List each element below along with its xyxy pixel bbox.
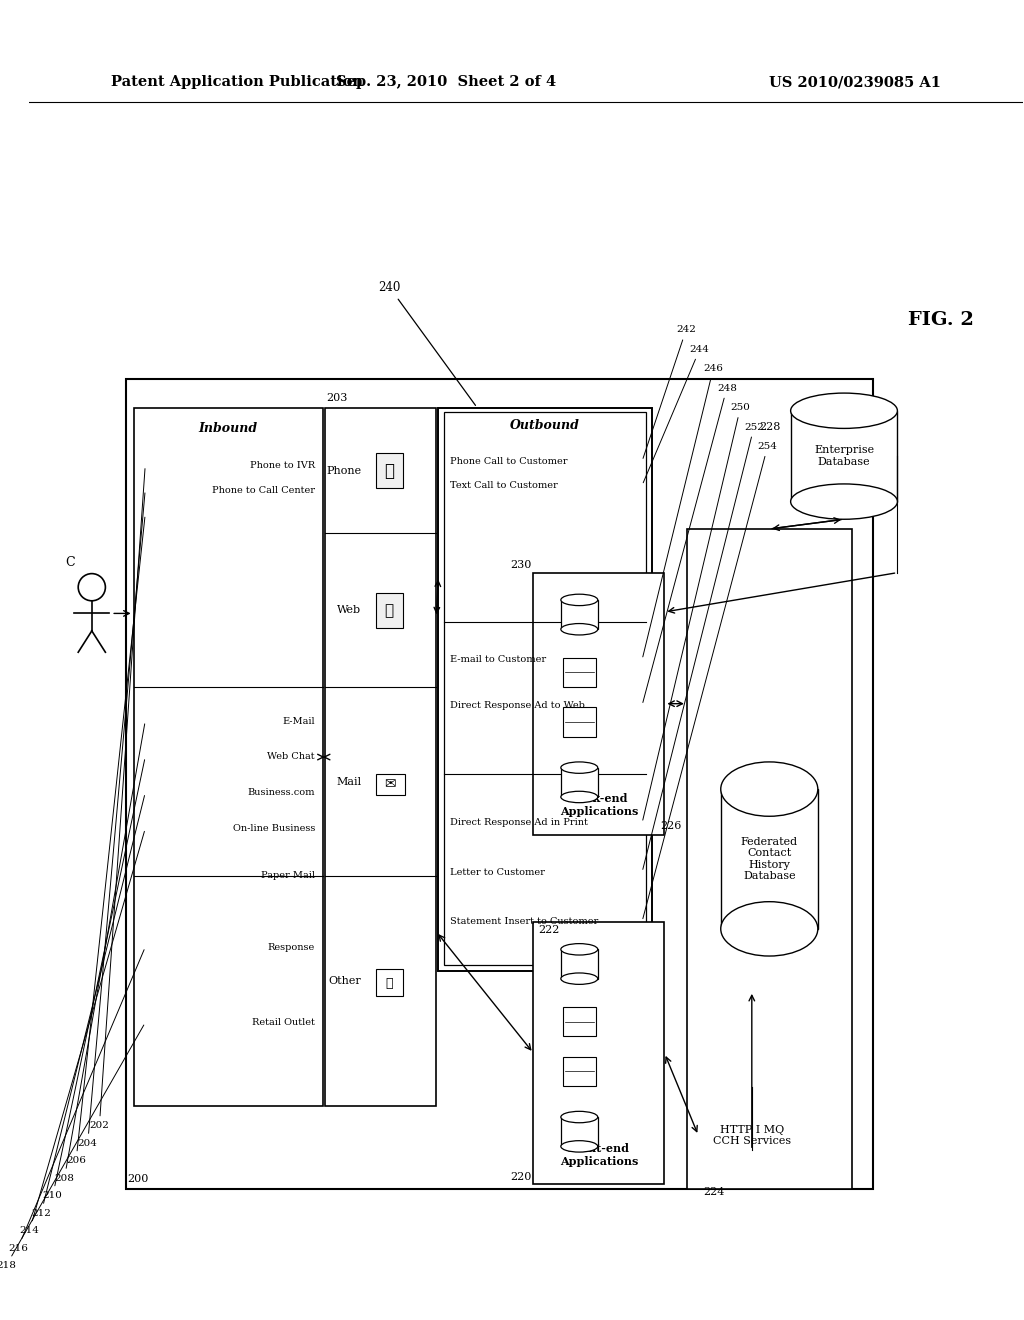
- Ellipse shape: [721, 762, 818, 816]
- FancyBboxPatch shape: [376, 774, 404, 795]
- Text: US 2010/0239085 A1: US 2010/0239085 A1: [769, 75, 941, 90]
- Text: 212: 212: [31, 796, 144, 1218]
- Text: Retail Outlet: Retail Outlet: [252, 1018, 315, 1027]
- Text: C: C: [66, 557, 75, 569]
- Text: E-mail to Customer: E-mail to Customer: [450, 655, 546, 664]
- Text: 254: 254: [643, 442, 777, 919]
- Ellipse shape: [561, 791, 598, 803]
- Text: 246: 246: [643, 364, 723, 657]
- Ellipse shape: [721, 902, 818, 956]
- Ellipse shape: [561, 944, 598, 956]
- Ellipse shape: [561, 1111, 598, 1123]
- FancyBboxPatch shape: [325, 408, 436, 1106]
- FancyBboxPatch shape: [376, 453, 402, 488]
- FancyBboxPatch shape: [561, 949, 598, 978]
- Text: Phone to Call Center: Phone to Call Center: [212, 486, 315, 495]
- FancyBboxPatch shape: [561, 1117, 598, 1146]
- Text: Patent Application Publication: Patent Application Publication: [112, 75, 364, 90]
- Text: Web Chat: Web Chat: [267, 752, 315, 762]
- Text: 🖥: 🖥: [385, 603, 394, 618]
- FancyBboxPatch shape: [444, 412, 646, 965]
- Text: Sep. 23, 2010  Sheet 2 of 4: Sep. 23, 2010 Sheet 2 of 4: [336, 75, 556, 90]
- Text: 200: 200: [128, 1173, 150, 1184]
- FancyBboxPatch shape: [133, 408, 323, 1106]
- Text: Other: Other: [329, 977, 361, 986]
- FancyBboxPatch shape: [721, 789, 818, 929]
- FancyBboxPatch shape: [126, 379, 873, 1189]
- Text: 218: 218: [0, 1026, 143, 1270]
- FancyBboxPatch shape: [376, 593, 402, 628]
- Text: 216: 216: [8, 949, 144, 1253]
- Text: Phone to IVR: Phone to IVR: [250, 462, 315, 470]
- Ellipse shape: [561, 973, 598, 985]
- Text: 208: 208: [54, 723, 144, 1183]
- FancyBboxPatch shape: [534, 573, 665, 834]
- Text: 📋: 📋: [386, 977, 393, 990]
- FancyBboxPatch shape: [534, 923, 665, 1184]
- Text: Mail: Mail: [336, 776, 361, 787]
- Text: 242: 242: [643, 326, 696, 458]
- Text: 220: 220: [510, 1172, 531, 1183]
- Text: 206: 206: [67, 517, 144, 1166]
- Ellipse shape: [791, 393, 897, 429]
- Text: Federated
Contact
History
Database: Federated Contact History Database: [740, 837, 798, 882]
- Text: 230: 230: [510, 560, 531, 570]
- Ellipse shape: [561, 594, 598, 606]
- Text: 250: 250: [643, 403, 751, 820]
- FancyBboxPatch shape: [563, 1057, 596, 1086]
- Text: Web: Web: [337, 606, 361, 615]
- Text: Back-end
Applications: Back-end Applications: [560, 793, 638, 817]
- Text: Text Call to Customer: Text Call to Customer: [450, 480, 558, 490]
- Ellipse shape: [791, 484, 897, 519]
- Ellipse shape: [561, 1140, 598, 1152]
- Text: Phone: Phone: [326, 466, 361, 475]
- Text: 📱: 📱: [384, 462, 394, 479]
- FancyBboxPatch shape: [561, 768, 598, 797]
- Text: 228: 228: [760, 422, 781, 432]
- Text: FIG. 2: FIG. 2: [908, 312, 974, 329]
- Text: Statement Insert to Customer: Statement Insert to Customer: [450, 917, 598, 925]
- Text: Phone Call to Customer: Phone Call to Customer: [450, 457, 567, 466]
- Text: 226: 226: [660, 821, 682, 832]
- Text: Inbound: Inbound: [199, 422, 258, 436]
- FancyBboxPatch shape: [698, 1088, 805, 1184]
- FancyBboxPatch shape: [561, 599, 598, 630]
- Text: Outbound: Outbound: [510, 420, 580, 432]
- Text: 203: 203: [327, 393, 348, 403]
- FancyBboxPatch shape: [563, 657, 596, 686]
- Text: 252: 252: [643, 422, 764, 870]
- FancyBboxPatch shape: [563, 1007, 596, 1036]
- Text: On-line Business: On-line Business: [232, 824, 315, 833]
- Text: Business.com: Business.com: [248, 788, 315, 797]
- Ellipse shape: [561, 623, 598, 635]
- Text: 214: 214: [19, 832, 144, 1236]
- Text: Direct Response Ad to Web: Direct Response Ad to Web: [450, 701, 585, 710]
- FancyBboxPatch shape: [438, 408, 652, 970]
- Text: 244: 244: [643, 345, 710, 483]
- Text: 204: 204: [78, 492, 145, 1148]
- FancyBboxPatch shape: [791, 411, 897, 502]
- Text: E-Mail: E-Mail: [283, 717, 315, 726]
- Ellipse shape: [561, 762, 598, 774]
- Text: Response: Response: [268, 942, 315, 952]
- Text: Front-end
Applications: Front-end Applications: [560, 1143, 638, 1167]
- Text: 210: 210: [43, 760, 144, 1200]
- Text: 224: 224: [703, 1187, 725, 1197]
- Text: 240: 240: [379, 281, 475, 405]
- Text: 222: 222: [539, 925, 560, 935]
- Text: ✉: ✉: [384, 777, 396, 792]
- Text: HTTP I MQ
CCH Services: HTTP I MQ CCH Services: [713, 1125, 791, 1146]
- Text: Paper Mail: Paper Mail: [261, 871, 315, 880]
- FancyBboxPatch shape: [376, 969, 402, 997]
- Text: Letter to Customer: Letter to Customer: [450, 867, 545, 876]
- Text: Enterprise
Database: Enterprise Database: [814, 445, 874, 467]
- FancyBboxPatch shape: [687, 529, 852, 1189]
- Text: 248: 248: [643, 384, 736, 702]
- FancyBboxPatch shape: [563, 708, 596, 737]
- Text: Direct Response Ad in Print: Direct Response Ad in Print: [450, 818, 588, 828]
- Text: 202: 202: [89, 469, 145, 1130]
